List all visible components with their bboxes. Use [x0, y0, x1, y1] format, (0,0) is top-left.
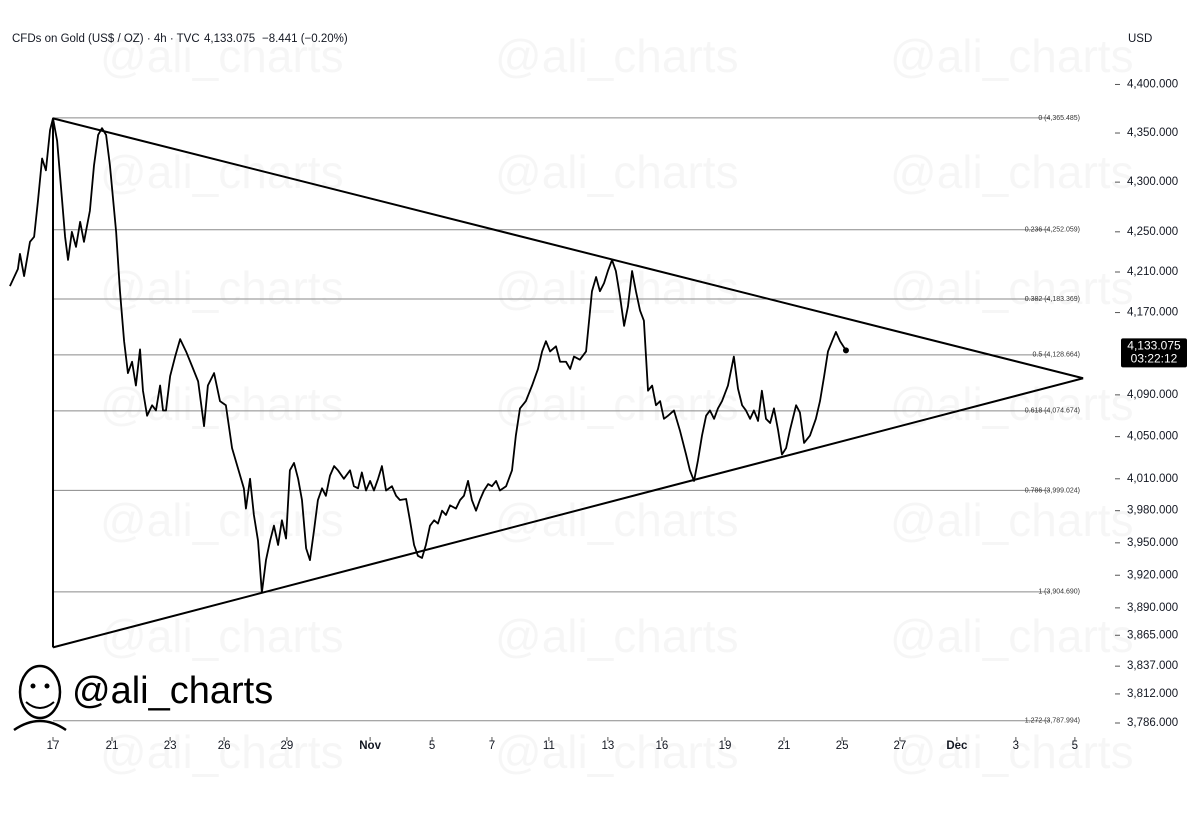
watermark: @ali_charts: [890, 726, 1134, 778]
x-tick-label: 29: [281, 740, 294, 752]
x-tick-label: 25: [836, 740, 849, 752]
y-tick-label: 4,300.000: [1127, 176, 1178, 188]
x-tick-label: 17: [47, 740, 60, 752]
x-tick-label: 21: [778, 740, 791, 752]
logo-shoulders: [13, 719, 67, 732]
watermark: @ali_charts: [495, 146, 739, 198]
fib-label: 0.382 (4,183.369): [1025, 296, 1080, 303]
watermark: @ali_charts: [495, 262, 739, 314]
x-tick-label: Dec: [946, 740, 968, 752]
x-tick-label: 26: [218, 740, 231, 752]
watermark: @ali_charts: [100, 262, 344, 314]
fib-label: 0.236 (4,252.059): [1025, 227, 1080, 234]
y-axis-label: USD: [1128, 33, 1152, 45]
y-tick-label: 3,812.000: [1127, 688, 1178, 700]
logo-face: [18, 664, 62, 720]
y-tick-label: 4,210.000: [1127, 266, 1178, 278]
watermark: @ali_charts: [495, 494, 739, 546]
x-tick-label: 16: [655, 740, 668, 752]
fib-label: 0 (4,365.485): [1038, 115, 1080, 122]
y-tick-label: 3,920.000: [1127, 569, 1178, 581]
fib-label: 1.272 (3,787.994): [1025, 718, 1080, 725]
price-tag: [1121, 338, 1187, 368]
x-tick-label: 21: [106, 740, 119, 752]
price-line: [9, 117, 847, 594]
watermark: @ali_charts: [100, 726, 344, 778]
x-tick-label: 5: [429, 740, 435, 752]
x-tick-label: 23: [164, 740, 177, 752]
y-tick-label: 3,890.000: [1127, 602, 1178, 614]
watermark: @ali_charts: [890, 262, 1134, 314]
logo-eye: [44, 683, 50, 689]
watermark: @ali_charts: [890, 30, 1134, 82]
countdown: 03:22:12: [1131, 352, 1178, 366]
fib-label: 1 (3,904.690): [1038, 589, 1080, 596]
watermark: @ali_charts: [495, 726, 739, 778]
price-tag-label: 4,133.075: [1127, 339, 1181, 353]
watermark: @ali_charts: [100, 610, 344, 662]
y-tick-label: 4,090.000: [1127, 389, 1178, 401]
x-tick-label: Nov: [359, 740, 381, 752]
y-tick-label: 3,865.000: [1127, 629, 1178, 641]
logo-eye: [30, 683, 36, 689]
handle: @ali_charts: [72, 670, 273, 712]
y-tick-label: 3,837.000: [1127, 660, 1178, 672]
watermark: @ali_charts: [495, 610, 739, 662]
y-tick-label: 4,170.000: [1127, 307, 1178, 319]
last-point: [842, 347, 849, 354]
watermark: @ali_charts: [495, 30, 739, 82]
watermark: @ali_charts: [890, 610, 1134, 662]
x-tick-label: 13: [601, 740, 614, 752]
y-tick-label: 4,050.000: [1127, 431, 1178, 443]
change: −8.441 (−0.20%): [262, 33, 348, 45]
x-tick-label: 27: [894, 740, 907, 752]
x-tick-label: 19: [719, 740, 732, 752]
x-tick-label: 3: [1013, 740, 1019, 752]
y-tick-label: 3,980.000: [1127, 505, 1178, 517]
fib-label: 0.618 (4,074.674): [1025, 408, 1080, 415]
y-tick-label: 4,350.000: [1127, 127, 1178, 139]
logo-smile: [25, 701, 55, 709]
logo: [13, 664, 67, 732]
watermark: @ali_charts: [100, 494, 344, 546]
watermark: @ali_charts: [100, 146, 344, 198]
y-tick-label: 4,400.000: [1127, 78, 1178, 90]
y-tick-label: 3,950.000: [1127, 537, 1178, 549]
watermark: @ali_charts: [890, 146, 1134, 198]
watermark: @ali_charts: [890, 494, 1134, 546]
fib-label: 0.786 (3,999.024): [1025, 487, 1080, 494]
trendline: [52, 117, 1084, 380]
y-tick-label: 3,786.000: [1127, 717, 1178, 729]
fib-label: 0.5 (4,128.664): [1033, 352, 1080, 359]
chart-title: CFDs on Gold (US$ / OZ) · 4h · TVC: [12, 33, 200, 45]
x-tick-label: 11: [543, 740, 555, 752]
y-tick-label: 4,250.000: [1127, 226, 1178, 238]
y-tick-label: 4,010.000: [1127, 473, 1178, 485]
watermark: @ali_charts: [890, 378, 1134, 430]
last-price-header: 4,133.075: [204, 33, 255, 45]
x-tick-label: 5: [1072, 740, 1078, 752]
x-tick-label: 7: [489, 740, 495, 752]
trendline: [52, 377, 1084, 649]
